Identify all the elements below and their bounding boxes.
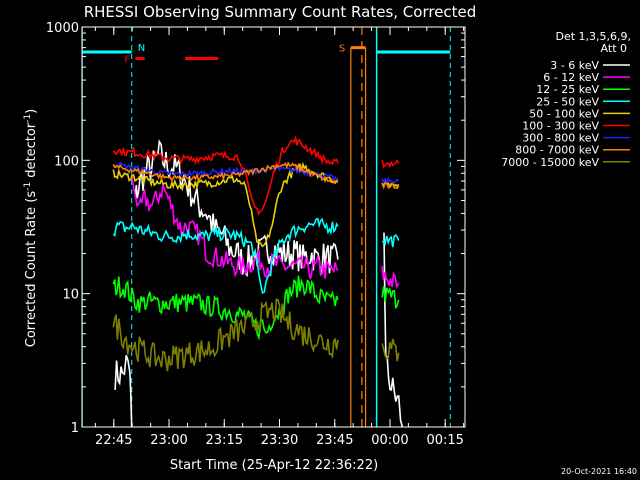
series-line bbox=[112, 275, 339, 341]
x-tick-label: 23:45 bbox=[316, 433, 353, 448]
legend-header-1: Det 1,3,5,6,9, bbox=[555, 30, 631, 43]
timestamp: 20-Oct-2021 16:40 bbox=[561, 467, 637, 476]
x-tick-label: 22:45 bbox=[95, 433, 132, 448]
night-flag-label: N bbox=[138, 43, 145, 54]
y-axis-label-sup2: -1 bbox=[23, 114, 33, 123]
y-tick-label: 10 bbox=[62, 288, 79, 303]
x-tick-label: 23:15 bbox=[206, 433, 243, 448]
plot-area bbox=[82, 27, 451, 427]
y-axis-label-mid: detector bbox=[24, 122, 39, 182]
series-line bbox=[134, 139, 339, 278]
series-line bbox=[114, 355, 133, 427]
y-tick-label: 100 bbox=[54, 154, 79, 169]
plot-frame bbox=[81, 26, 466, 428]
series-line bbox=[112, 161, 339, 182]
x-axis: 22:45 23:00 23:15 23:30 23:45 00:00 00:15 bbox=[94, 27, 465, 448]
legend-label: 7000 - 15000 keV bbox=[501, 156, 599, 169]
legend-label: 50 - 100 keV bbox=[529, 107, 599, 120]
legend-label: 25 - 50 keV bbox=[536, 95, 599, 108]
series-line bbox=[381, 233, 400, 248]
x-axis-label: Start Time (25-Apr-12 22:36:22) bbox=[170, 458, 378, 473]
y-axis-label-sup1: -1 bbox=[23, 182, 33, 191]
flare-flag-label: F bbox=[124, 55, 130, 66]
legend-label: 3 - 6 keV bbox=[550, 59, 599, 72]
series-line bbox=[381, 286, 400, 309]
series-line bbox=[112, 161, 339, 184]
series-line bbox=[130, 176, 339, 280]
y-axis: 1 10 100 1000 bbox=[46, 21, 465, 436]
x-tick-label: 00:00 bbox=[371, 433, 408, 448]
saa-flag-label: S bbox=[339, 44, 345, 55]
legend-header-2: Att 0 bbox=[601, 42, 627, 55]
x-tick-label: 23:00 bbox=[150, 433, 187, 448]
legend-label: 12 - 25 keV bbox=[536, 83, 599, 96]
y-axis-label-end: ) bbox=[24, 109, 39, 114]
y-axis-label-main: Corrected Count Rate (s bbox=[24, 191, 39, 348]
y-tick-label: 1000 bbox=[46, 21, 79, 36]
x-tick-label: 00:15 bbox=[426, 433, 463, 448]
series-line bbox=[381, 182, 400, 190]
series-line bbox=[381, 338, 400, 362]
series-line bbox=[381, 266, 400, 290]
series-line bbox=[112, 298, 339, 372]
legend-label: 300 - 800 keV bbox=[522, 132, 599, 145]
legend-label: 6 - 12 keV bbox=[543, 71, 599, 84]
series-line bbox=[381, 179, 400, 190]
y-tick-label: 1 bbox=[71, 421, 79, 436]
series-line bbox=[381, 159, 400, 169]
x-tick-label: 23:30 bbox=[261, 433, 298, 448]
chart-title: RHESSI Observing Summary Count Rates, Co… bbox=[84, 3, 477, 21]
legend-label: 800 - 7000 keV bbox=[515, 144, 599, 157]
series-line bbox=[112, 217, 339, 294]
series-line bbox=[381, 176, 400, 186]
y-axis-label: Corrected Count Rate (s-1 detector-1) bbox=[23, 109, 39, 347]
series-line bbox=[112, 135, 339, 216]
legend-label: 100 - 300 keV bbox=[522, 120, 599, 133]
